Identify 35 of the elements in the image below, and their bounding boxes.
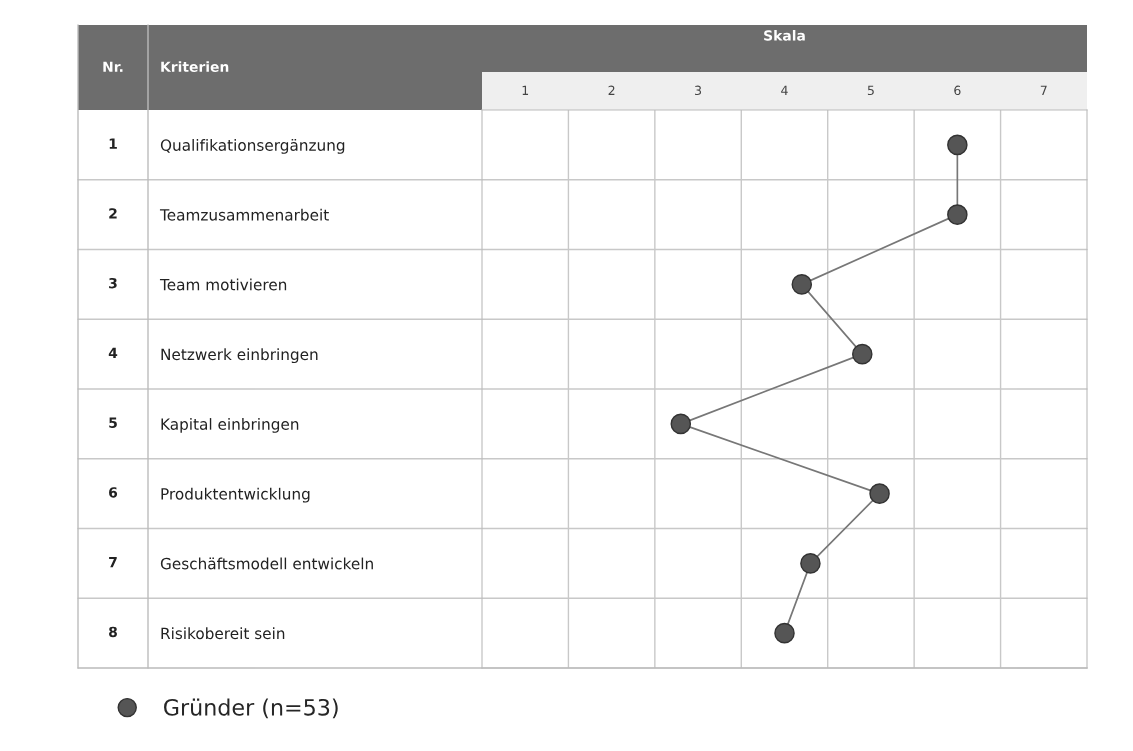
point bbox=[869, 483, 890, 504]
point bbox=[670, 413, 692, 435]
x-tick-label: 3 bbox=[695, 85, 702, 96]
point bbox=[774, 622, 795, 644]
point bbox=[947, 134, 968, 156]
point bbox=[947, 204, 968, 225]
text: 3 bbox=[109, 277, 117, 289]
y-tick-label: Teamzusammenarbeit bbox=[159, 208, 329, 221]
text: 6 bbox=[109, 487, 118, 498]
x-tick-label: 1 bbox=[522, 85, 529, 95]
y-tick-label: Risikobereit sein bbox=[161, 627, 285, 640]
y-tick-label: Kapital einbringen bbox=[161, 418, 299, 433]
y-tick-label: Qualifikationsergänzung bbox=[160, 139, 345, 154]
x-tick-label: 4 bbox=[781, 85, 788, 95]
text: 5 bbox=[109, 417, 117, 428]
point bbox=[852, 343, 873, 365]
chart-title: Skala bbox=[764, 30, 805, 41]
x-tick-label: 7 bbox=[1040, 85, 1047, 95]
point bbox=[800, 553, 821, 574]
text: 8 bbox=[109, 626, 117, 638]
text: Nr. bbox=[103, 61, 123, 72]
y-tick-label: Netzwerk einbringen bbox=[161, 348, 318, 364]
y-tick-label: Geschäftsmodell entwickeln bbox=[160, 557, 373, 570]
point bbox=[791, 274, 813, 295]
text: 7 bbox=[109, 557, 117, 568]
text: 2 bbox=[109, 208, 117, 219]
text: 1 bbox=[109, 138, 117, 149]
x-tick-label: 2 bbox=[608, 85, 615, 95]
x-tick-label: 5 bbox=[867, 85, 874, 96]
x-tick-label: 6 bbox=[954, 85, 961, 96]
text: Kriterien bbox=[161, 61, 229, 73]
legend-label: Gründer (n=53) bbox=[164, 698, 338, 719]
text: 4 bbox=[108, 347, 118, 358]
y-tick-label: Team motivieren bbox=[159, 278, 287, 291]
y-tick-label: Produktentwicklung bbox=[161, 487, 310, 503]
